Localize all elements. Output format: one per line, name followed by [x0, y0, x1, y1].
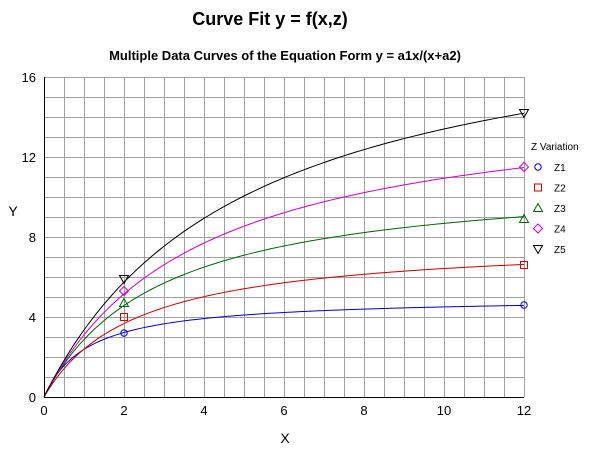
legend-marker-z5 — [532, 245, 544, 255]
legend-marker-z2 — [534, 183, 542, 192]
series-line-z4 — [43, 167, 525, 398]
y-tick-label: 0 — [29, 390, 36, 405]
series-line-z2 — [43, 263, 525, 398]
y-tick-label: 8 — [29, 230, 36, 245]
data-point-z1 — [520, 301, 528, 309]
x-tick-label: 8 — [360, 403, 367, 418]
x-tick-label: 12 — [517, 403, 531, 418]
y-tick-label: 4 — [29, 310, 36, 325]
legend-title: Z Variation — [531, 142, 579, 153]
x-tick-label: 10 — [437, 403, 451, 418]
data-point-z4 — [518, 161, 530, 173]
data-point-z5 — [518, 109, 530, 119]
series-line-z3 — [43, 216, 525, 398]
data-point-z3 — [118, 297, 130, 307]
chart-subtitle: Multiple Data Curves of the Equation For… — [109, 48, 461, 63]
legend-marker-z1 — [534, 163, 542, 171]
x-tick-label: 2 — [120, 403, 127, 418]
y-tick-label: 16 — [22, 70, 36, 85]
series-line-z5 — [43, 112, 525, 398]
x-tick-label: 0 — [40, 403, 47, 418]
legend-label-z2: Z2 — [554, 184, 566, 195]
legend-marker-z4 — [532, 223, 544, 234]
data-point-z3 — [518, 213, 530, 223]
data-point-z5 — [118, 275, 130, 285]
y-axis-label: Y — [8, 203, 18, 219]
x-tick-label: 4 — [200, 403, 207, 418]
data-point-z2 — [520, 261, 528, 269]
legend-label-z3: Z3 — [554, 204, 566, 215]
y-tick-label: 12 — [22, 150, 36, 165]
x-tick-label: 6 — [280, 403, 287, 418]
legend-label-z5: Z5 — [554, 245, 566, 256]
legend-label-z1: Z1 — [554, 163, 566, 174]
data-point-z4 — [118, 285, 130, 297]
x-axis-label: X — [280, 430, 290, 446]
legend-marker-z3 — [532, 202, 544, 212]
data-point-z2 — [120, 313, 128, 321]
series-line-z1 — [43, 304, 525, 398]
chart-title: Curve Fit y = f(x,z) — [192, 9, 348, 29]
legend-label-z4: Z4 — [554, 225, 566, 236]
grid-lines — [44, 77, 525, 397]
data-point-z1 — [120, 329, 128, 337]
